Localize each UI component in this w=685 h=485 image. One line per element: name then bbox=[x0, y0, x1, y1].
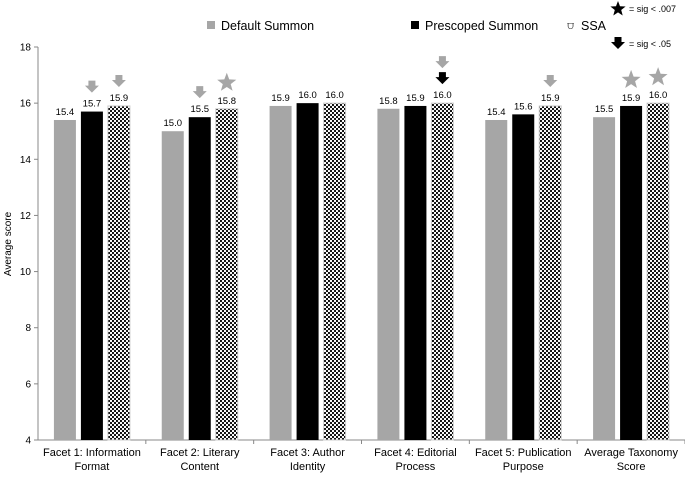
data-label: 16.0 bbox=[298, 90, 317, 101]
arrow-down-icon bbox=[84, 80, 99, 93]
bar-ssa bbox=[215, 108, 239, 441]
data-label: 15.7 bbox=[83, 99, 102, 110]
data-label: 15.9 bbox=[271, 93, 290, 104]
y-tick-label: 6 bbox=[25, 379, 31, 390]
legend: Default Summon Prescoped Summon ⩌ SSA bbox=[207, 19, 607, 33]
legend-swatch-icon bbox=[207, 21, 215, 29]
bar-ssa bbox=[646, 102, 670, 441]
star-icon bbox=[217, 72, 237, 91]
y-tick-label: 10 bbox=[20, 267, 32, 278]
bar-prescoped-summon bbox=[620, 105, 643, 440]
arrow-down-icon bbox=[435, 56, 450, 69]
x-tick-label: Purpose bbox=[503, 461, 544, 473]
bar-ssa bbox=[538, 105, 562, 441]
key-label: = sig < .007 bbox=[629, 4, 676, 14]
data-label: 15.9 bbox=[406, 93, 425, 104]
y-tick-label: 8 bbox=[25, 323, 31, 334]
data-label: 15.0 bbox=[164, 118, 183, 129]
y-tick-label: 18 bbox=[20, 43, 32, 54]
data-label: 15.4 bbox=[56, 107, 75, 118]
bar-ssa bbox=[430, 102, 454, 441]
bar-prescoped-summon bbox=[404, 105, 427, 440]
arrow-down-icon bbox=[435, 72, 450, 85]
y-tick-label: 4 bbox=[25, 436, 31, 447]
arrow-down-icon bbox=[611, 37, 625, 49]
data-label: 16.0 bbox=[433, 90, 452, 101]
data-label: 15.6 bbox=[514, 101, 533, 112]
bars: 15.4 15.7 15.9 15.0 15.5 15.8 15.9 16.0 16.0 15.8… bbox=[53, 56, 670, 441]
data-label: 15.4 bbox=[487, 107, 506, 118]
y-tick-label: 16 bbox=[20, 99, 32, 110]
data-label: 15.9 bbox=[541, 93, 560, 104]
bar-default-summon bbox=[269, 105, 292, 440]
significance-key: = sig < .007 = sig < .05 bbox=[610, 1, 676, 49]
bar-ssa bbox=[323, 102, 347, 441]
bar-default-summon bbox=[53, 119, 76, 440]
x-tick-label: Format bbox=[74, 461, 109, 473]
bar-prescoped-summon bbox=[188, 117, 211, 440]
x-tick-label: Facet 3: Author bbox=[270, 447, 345, 459]
bar-prescoped-summon bbox=[80, 111, 103, 441]
bar-ssa bbox=[107, 105, 131, 441]
y-axis-label: Average score bbox=[3, 211, 14, 276]
bar-default-summon bbox=[161, 131, 184, 440]
legend-label: Prescoped Summon bbox=[425, 19, 538, 33]
x-tick-label: Score bbox=[617, 461, 646, 473]
bar-default-summon bbox=[485, 119, 508, 440]
arrow-down-icon bbox=[543, 74, 558, 87]
star-icon bbox=[621, 69, 641, 88]
arrow-down-icon bbox=[192, 86, 207, 99]
data-label: 16.0 bbox=[325, 90, 344, 101]
x-tick-label: Facet 4: Editorial bbox=[374, 447, 457, 459]
star-icon bbox=[610, 1, 626, 16]
x-tick-label: Facet 5: Publication bbox=[475, 447, 572, 459]
data-label: 15.5 bbox=[595, 104, 614, 115]
y-tick-label: 14 bbox=[20, 155, 32, 166]
x-tick-label: Content bbox=[180, 461, 219, 473]
data-label: 15.8 bbox=[218, 96, 237, 107]
data-label: 15.8 bbox=[379, 96, 398, 107]
x-tick-label: Average Taxonomy bbox=[584, 447, 678, 459]
star-icon bbox=[648, 67, 668, 86]
bar-prescoped-summon bbox=[512, 114, 535, 440]
data-label: 15.5 bbox=[191, 104, 210, 115]
bar-prescoped-summon bbox=[296, 103, 319, 441]
x-tick-label: Facet 1: Information bbox=[43, 447, 141, 459]
axes: 4 6 8 10 12 14 16 18 Facet 1: Information Format F… bbox=[20, 43, 685, 473]
legend-swatch-icon bbox=[411, 21, 419, 29]
legend-swatch-ssa-icon: ⩌ bbox=[567, 20, 574, 32]
legend-label: SSA bbox=[581, 19, 607, 33]
x-tick-label: Process bbox=[396, 461, 436, 473]
y-tick-label: 12 bbox=[20, 211, 32, 222]
bar-default-summon bbox=[593, 117, 616, 440]
x-tick-label: Facet 2: Literary bbox=[160, 447, 240, 459]
bar-default-summon bbox=[377, 108, 400, 440]
x-tick-label: Identity bbox=[290, 461, 326, 473]
legend-label: Default Summon bbox=[221, 19, 314, 33]
data-label: 16.0 bbox=[649, 90, 668, 101]
data-label: 15.9 bbox=[110, 93, 129, 104]
key-label: = sig < .05 bbox=[629, 39, 671, 49]
data-label: 15.9 bbox=[622, 93, 641, 104]
arrow-down-icon bbox=[111, 74, 126, 87]
